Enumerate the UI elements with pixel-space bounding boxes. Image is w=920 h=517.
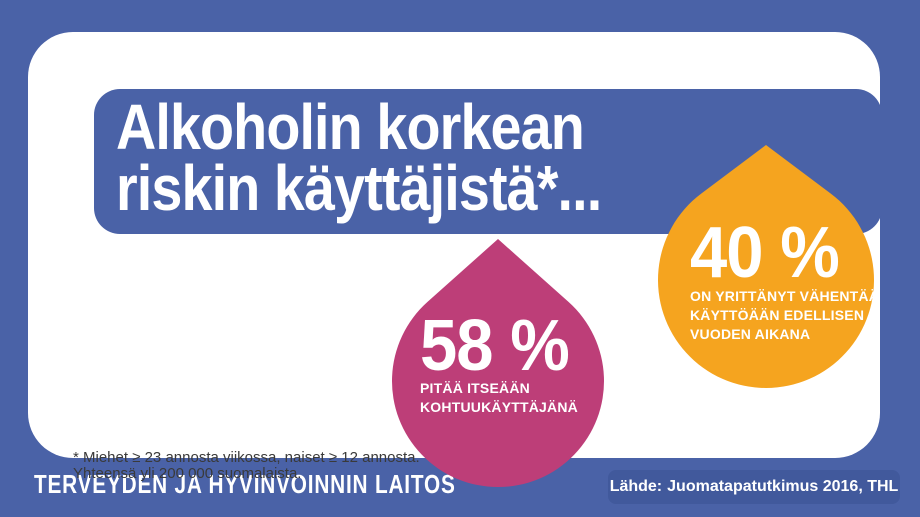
stat-label-orange-line3: VUODEN AIKANA [690, 326, 811, 342]
page-title-line1: Alkoholin korkean [116, 91, 585, 163]
organization-wordmark: TERVEYDEN JA HYVINVOINNIN LAITOS [34, 469, 456, 499]
source-text: Juomatapatutkimus 2016, THL [667, 478, 899, 495]
stat-value-pink: 58 % [420, 306, 570, 386]
content-card: Alkoholin korkean riskin käyttäjistä*...… [28, 32, 882, 488]
stat-label-pink: PITÄÄ ITSEÄÄN KOHTUUKÄYTTÄJÄNÄ [420, 379, 578, 417]
stat-label-pink-line2: KOHTUUKÄYTTÄJÄNÄ [420, 399, 578, 415]
footnote-line2: Yhteensä yli 200 000 suomalaista. [73, 465, 302, 482]
stat-label-orange-line1: ON YRITTÄNYT VÄHENTÄÄ [690, 288, 880, 304]
page-title: Alkoholin korkean riskin käyttäjistä*... [116, 91, 602, 224]
stat-value-orange: 40 % [690, 213, 840, 293]
stat-label-orange-line2: KÄYTTÖÄÄN EDELLISEN [690, 307, 865, 323]
droplet-orange [658, 145, 874, 388]
footnote: * Miehet ≥ 23 annosta viikossa, naiset ≥… [73, 450, 420, 482]
droplet-pink [392, 239, 604, 488]
source-badge: Lähde: Juomatapatutkimus 2016, THL [608, 470, 900, 504]
stat-label-orange: ON YRITTÄNYT VÄHENTÄÄ KÄYTTÖÄÄN EDELLISE… [690, 287, 879, 344]
stat-label-pink-line1: PITÄÄ ITSEÄÄN [420, 380, 530, 396]
page-title-line2: riskin käyttäjistä*... [116, 152, 602, 224]
droplet-orange-shape [658, 145, 874, 388]
source-label: Lähde: [609, 478, 663, 495]
footnote-line1: * Miehet ≥ 23 annosta viikossa, naiset ≥… [73, 449, 420, 466]
droplet-pink-shape [392, 239, 604, 488]
